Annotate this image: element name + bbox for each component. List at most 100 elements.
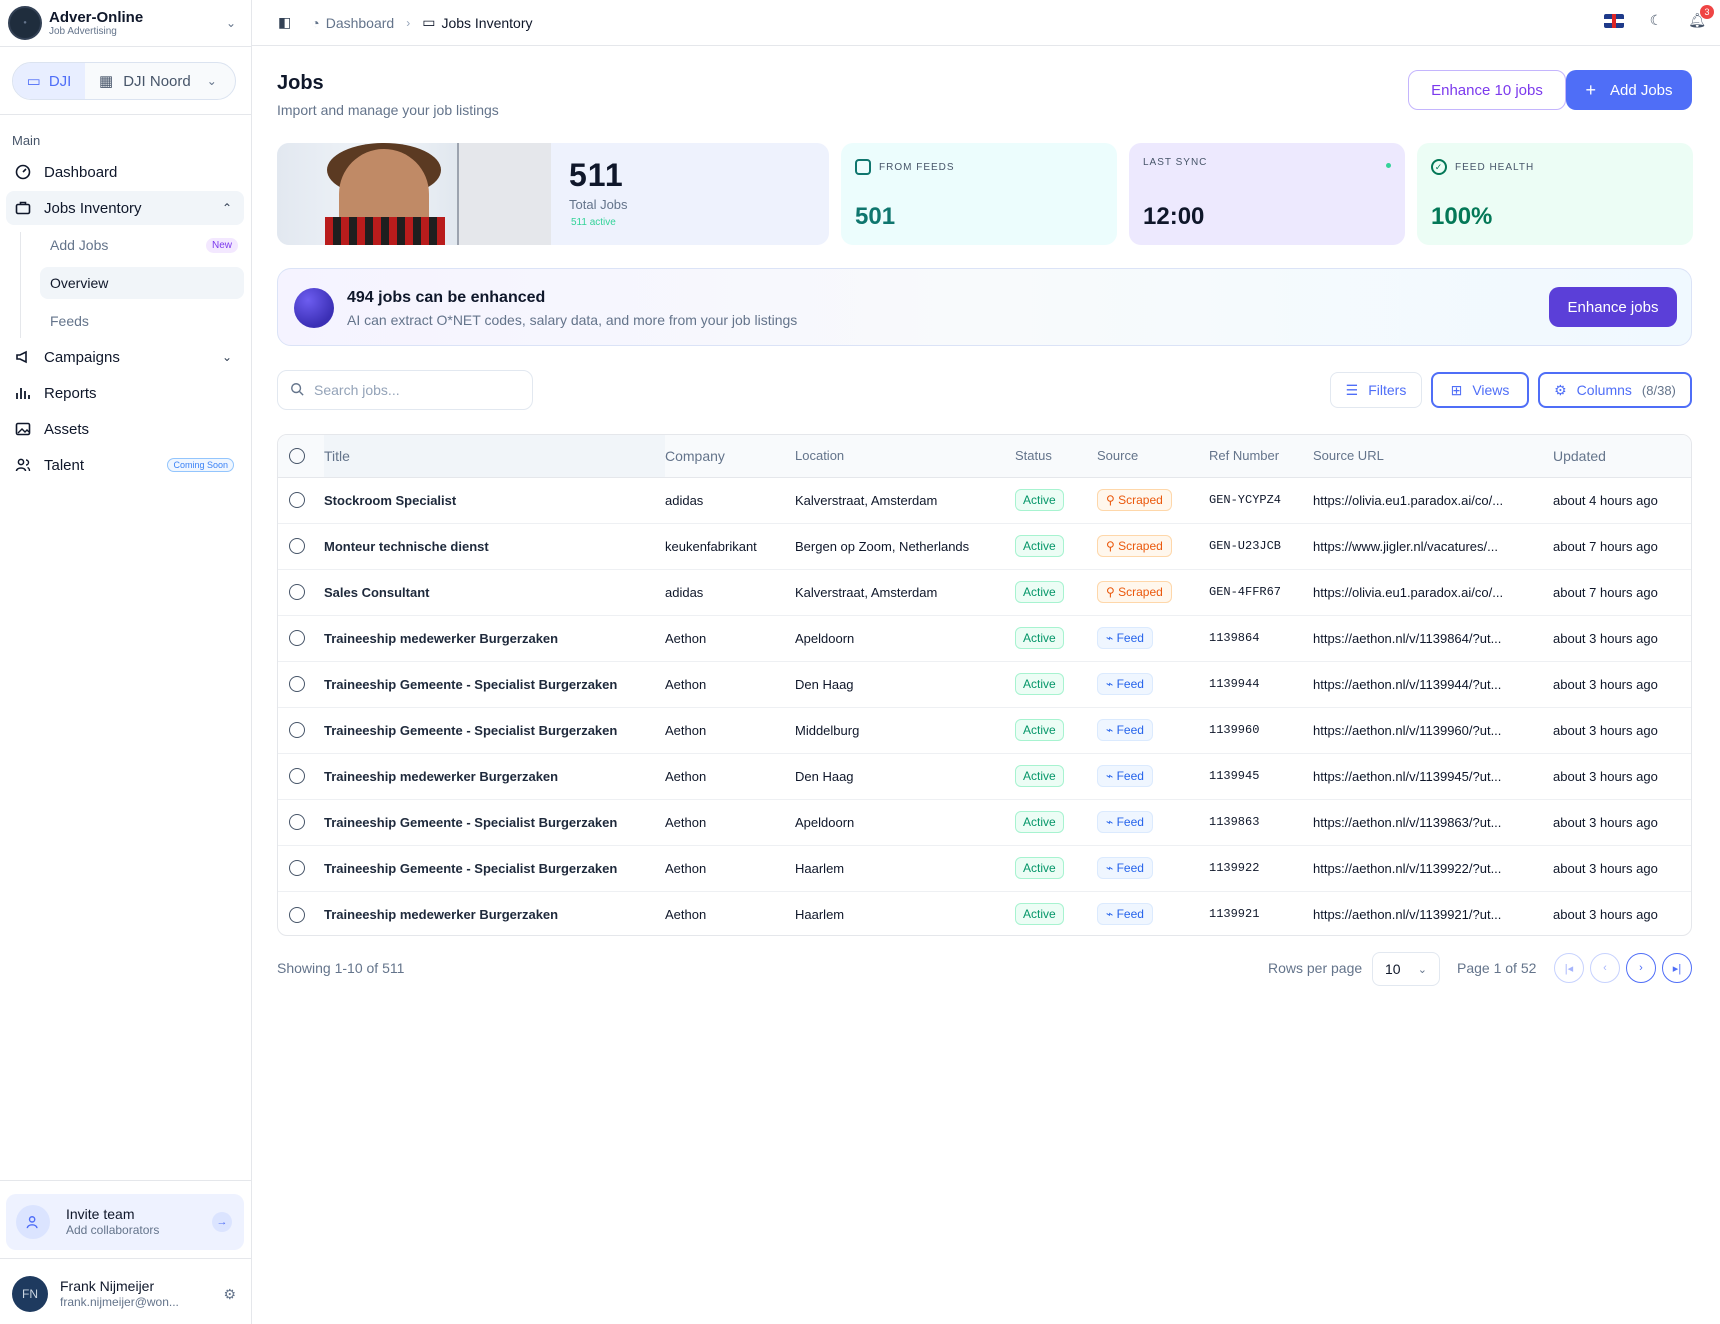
row-checkbox[interactable] (289, 722, 305, 739)
source-label: Feed (1116, 861, 1144, 875)
sidebar-item-dashboard[interactable]: Dashboard (6, 155, 244, 189)
column-header-company[interactable]: Company (665, 435, 795, 478)
last-page-button[interactable]: ▸| (1662, 953, 1692, 983)
first-page-button[interactable]: |◂ (1554, 953, 1584, 983)
sidebar-toggle-icon[interactable]: ◧ (278, 14, 292, 30)
cell-title[interactable]: Traineeship Gemeente - Specialist Burger… (324, 860, 618, 876)
breadcrumb-label: Dashboard (325, 14, 395, 31)
rows-per-page-select[interactable]: 10 ⌄ (1372, 952, 1440, 986)
columns-button[interactable]: ⚙ Columns (8/38) (1538, 372, 1692, 408)
arrow-right-icon[interactable]: → (212, 1212, 232, 1232)
org-switcher[interactable]: ● Adver-Online Job Advertising ⌄ (8, 6, 244, 40)
column-header-status[interactable]: Status (1015, 435, 1097, 478)
next-page-button[interactable]: › (1626, 953, 1656, 983)
prev-page-button[interactable]: ‹ (1590, 953, 1620, 983)
sliders-icon: ☰ (1345, 381, 1359, 398)
sidebar-item-campaigns[interactable]: Campaigns ⌄ (6, 340, 244, 374)
table-row[interactable]: Stockroom Specialist adidas Kalverstraat, … (278, 477, 1691, 523)
search-box (277, 370, 533, 410)
cell-url[interactable]: https://aethon.nl/v/1139922/?ut... (1313, 860, 1502, 876)
invite-team-card[interactable]: Invite team Add collaborators → (6, 1194, 244, 1250)
search-icon (290, 382, 304, 399)
cell-location: Den Haag (795, 768, 854, 784)
row-checkbox[interactable] (289, 492, 305, 509)
table-row[interactable]: Traineeship Gemeente - Specialist Burger… (278, 799, 1691, 845)
source-badge: ⌁ Feed (1097, 857, 1153, 879)
sidebar-subitem-add-jobs[interactable]: Add Jobs New (40, 229, 244, 261)
cell-url[interactable]: https://aethon.nl/v/1139944/?ut... (1313, 676, 1502, 692)
photo-shirt (325, 217, 445, 245)
briefcase-icon (14, 199, 32, 217)
cell-title[interactable]: Traineeship Gemeente - Specialist Burger… (324, 722, 618, 738)
sidebar-item-talent[interactable]: Talent Coming Soon (6, 448, 244, 482)
plus-icon: + (1585, 79, 1596, 100)
cell-url[interactable]: https://aethon.nl/v/1139863/?ut... (1313, 814, 1502, 830)
chevron-down-icon[interactable]: ⌄ (206, 74, 217, 88)
moon-icon[interactable]: ☾ (1649, 12, 1663, 28)
cell-title[interactable]: Traineeship Gemeente - Specialist Burger… (324, 814, 618, 830)
column-header-updated[interactable]: Updated (1553, 435, 1691, 478)
sidebar-subitem-overview[interactable]: Overview (40, 267, 244, 299)
table-row[interactable]: Traineeship medewerker Burgerzaken Aethon… (278, 891, 1691, 935)
briefcase-icon: ▭ (26, 73, 41, 90)
column-header-location[interactable]: Location (795, 435, 1015, 478)
row-checkbox[interactable] (289, 584, 305, 601)
cell-url[interactable]: https://www.jigler.nl/vacatures/... (1313, 538, 1498, 554)
cell-url[interactable]: https://olivia.eu1.paradox.ai/co/... (1313, 584, 1504, 600)
row-checkbox[interactable] (289, 630, 305, 647)
select-all-checkbox[interactable] (289, 448, 305, 465)
column-header-title[interactable]: Title (324, 435, 665, 478)
filters-button[interactable]: ☰ Filters (1330, 372, 1422, 408)
table-row[interactable]: Traineeship Gemeente - Specialist Burger… (278, 661, 1691, 707)
table-row[interactable]: Traineeship medewerker Burgerzaken Aethon… (278, 615, 1691, 661)
cell-title[interactable]: Monteur technische dienst (324, 538, 489, 554)
uk-flag-icon[interactable] (1603, 13, 1624, 28)
enhance-jobs-button[interactable]: Enhance jobs (1549, 287, 1677, 327)
search-input[interactable] (314, 382, 514, 398)
row-checkbox[interactable] (289, 860, 305, 877)
table-row[interactable]: Traineeship medewerker Burgerzaken Aethon… (278, 753, 1691, 799)
cell-title[interactable]: Stockroom Specialist (324, 492, 457, 508)
cell-title[interactable]: Traineeship medewerker Burgerzaken (324, 630, 559, 646)
row-checkbox[interactable] (289, 768, 305, 785)
row-checkbox[interactable] (289, 814, 305, 831)
row-checkbox[interactable] (289, 538, 305, 555)
cell-updated: about 3 hours ago (1553, 630, 1658, 646)
row-checkbox[interactable] (289, 906, 305, 923)
cell-url[interactable]: https://aethon.nl/v/1139945/?ut... (1313, 768, 1502, 784)
cell-title[interactable]: Traineeship medewerker Burgerzaken (324, 768, 559, 784)
workspace-tab-active[interactable]: ▭ DJI (13, 63, 85, 99)
bell-icon[interactable]: 🔔︎ 3 (1688, 5, 1714, 29)
column-header-source-url[interactable]: Source URL (1313, 435, 1553, 478)
cell-url[interactable]: https://olivia.eu1.paradox.ai/co/... (1313, 492, 1504, 508)
column-header-ref-number[interactable]: Ref Number (1209, 435, 1313, 478)
cell-title[interactable]: Traineeship Gemeente - Specialist Burger… (324, 676, 618, 692)
rows-per-page-value: 10 (1385, 961, 1401, 977)
cell-url[interactable]: https://aethon.nl/v/1139960/?ut... (1313, 722, 1502, 738)
sidebar: ● Adver-Online Job Advertising ⌄ ▭ DJI ▦… (0, 0, 252, 1324)
table-row[interactable]: Traineeship Gemeente - Specialist Burger… (278, 845, 1691, 891)
column-header-source[interactable]: Source (1097, 435, 1209, 478)
sidebar-item-jobs-inventory[interactable]: Jobs Inventory ⌃ (6, 191, 244, 225)
settings-icon[interactable]: ⚙ (223, 1285, 236, 1302)
user-profile[interactable]: FN Frank Nijmeijer frank.nijmeijer@won..… (12, 1274, 244, 1314)
add-jobs-button[interactable]: + Add Jobs (1566, 70, 1692, 110)
breadcrumb-dashboard[interactable]: ◔ Dashboard (311, 15, 394, 31)
cell-url[interactable]: https://aethon.nl/v/1139921/?ut... (1313, 906, 1502, 922)
table-row[interactable]: Sales Consultant adidas Kalverstraat, Amst… (278, 569, 1691, 615)
sidebar-subitem-feeds[interactable]: Feeds (40, 305, 244, 337)
cell-url[interactable]: https://aethon.nl/v/1139864/?ut... (1313, 630, 1502, 646)
cell-title[interactable]: Traineeship medewerker Burgerzaken (324, 906, 559, 922)
views-button[interactable]: ⊞ Views (1431, 372, 1529, 408)
table-row[interactable]: Monteur technische dienst keukenfabrikant… (278, 523, 1691, 569)
sidebar-item-reports[interactable]: Reports (6, 376, 244, 410)
table-row[interactable]: Traineeship Gemeente - Specialist Burger… (278, 707, 1691, 753)
workspace-tab-other[interactable]: ▦ DJI Noord (99, 72, 191, 91)
cell-title[interactable]: Sales Consultant (324, 584, 430, 600)
enhance-10-jobs-button[interactable]: Enhance 10 jobs (1408, 70, 1566, 110)
cell-ref: 1139922 (1209, 861, 1260, 875)
source-label: Feed (1116, 907, 1144, 922)
cell-ref: 1139921 (1209, 907, 1260, 922)
sidebar-item-assets[interactable]: Assets (6, 412, 244, 446)
row-checkbox[interactable] (289, 676, 305, 693)
